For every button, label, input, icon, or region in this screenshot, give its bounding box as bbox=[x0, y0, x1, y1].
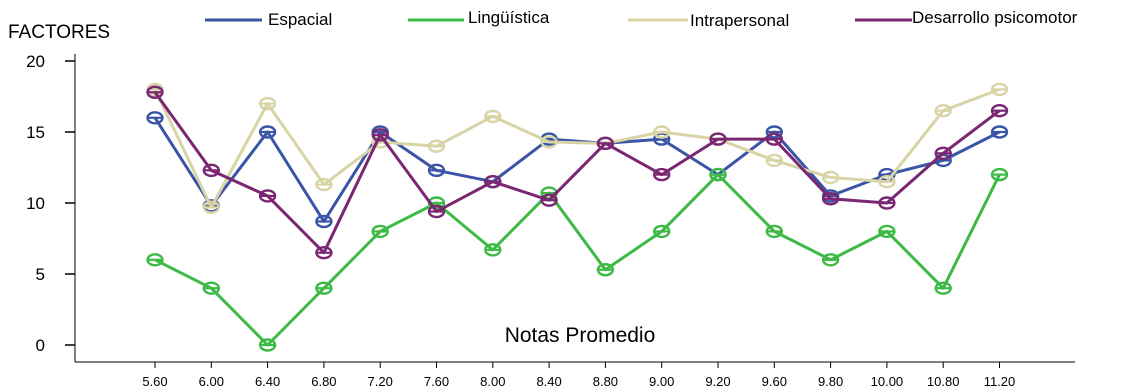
x-tick-label: 11.20 bbox=[984, 374, 1016, 389]
y-tick-label: 15 bbox=[26, 123, 45, 142]
series-line bbox=[154, 173, 1001, 347]
x-tick-label: 9.80 bbox=[818, 374, 843, 389]
x-tick-label: 10.80 bbox=[927, 374, 960, 389]
y-tick-label: 20 bbox=[26, 52, 45, 71]
y-tick-label: 5 bbox=[36, 265, 45, 284]
x-tick-label: 6.80 bbox=[311, 374, 336, 389]
legend-label: Lingüística bbox=[468, 8, 550, 27]
y-axis: 0 5 10 15 20 bbox=[26, 52, 76, 362]
x-tick-label: 5.60 bbox=[142, 374, 167, 389]
x-axis-label: Notas Promedio bbox=[505, 324, 656, 347]
series-3 bbox=[146, 85, 1009, 260]
x-tick-label: 7.20 bbox=[368, 374, 393, 389]
series-line bbox=[153, 91, 1001, 255]
legend-label: Desarrollo psicomotor bbox=[912, 8, 1078, 27]
y-tick-label: 0 bbox=[36, 336, 45, 355]
x-tick-label: 8.80 bbox=[593, 374, 618, 389]
series-2 bbox=[146, 82, 1009, 214]
y-axis-label: FACTORES bbox=[8, 22, 110, 43]
x-tick-label: 10.00 bbox=[871, 374, 904, 389]
legend-label: Espacial bbox=[268, 10, 332, 29]
x-tick-label: 7.60 bbox=[424, 374, 449, 389]
x-tick-label: 9.60 bbox=[762, 374, 787, 389]
series-line bbox=[153, 87, 1001, 209]
x-tick-label: 6.40 bbox=[255, 374, 280, 389]
series-group bbox=[146, 82, 1009, 352]
x-tick-label: 9.00 bbox=[649, 374, 674, 389]
x-tick-label: 8.40 bbox=[536, 374, 561, 389]
series-1 bbox=[146, 167, 1009, 352]
legend-label: Intrapersonal bbox=[690, 11, 789, 30]
x-tick-label: 8.00 bbox=[480, 374, 505, 389]
y-tick-label: 10 bbox=[26, 194, 45, 213]
legend: Espacial Lingüística Intrapersonal Desarrol… bbox=[205, 8, 1078, 30]
x-tick-label: 9.20 bbox=[705, 374, 730, 389]
x-tick-label: 6.00 bbox=[199, 374, 224, 389]
x-axis: 5.60 6.00 6.40 6.80 7.20 7.60 8.00 8.40 8.80 9.00… bbox=[75, 361, 1075, 389]
